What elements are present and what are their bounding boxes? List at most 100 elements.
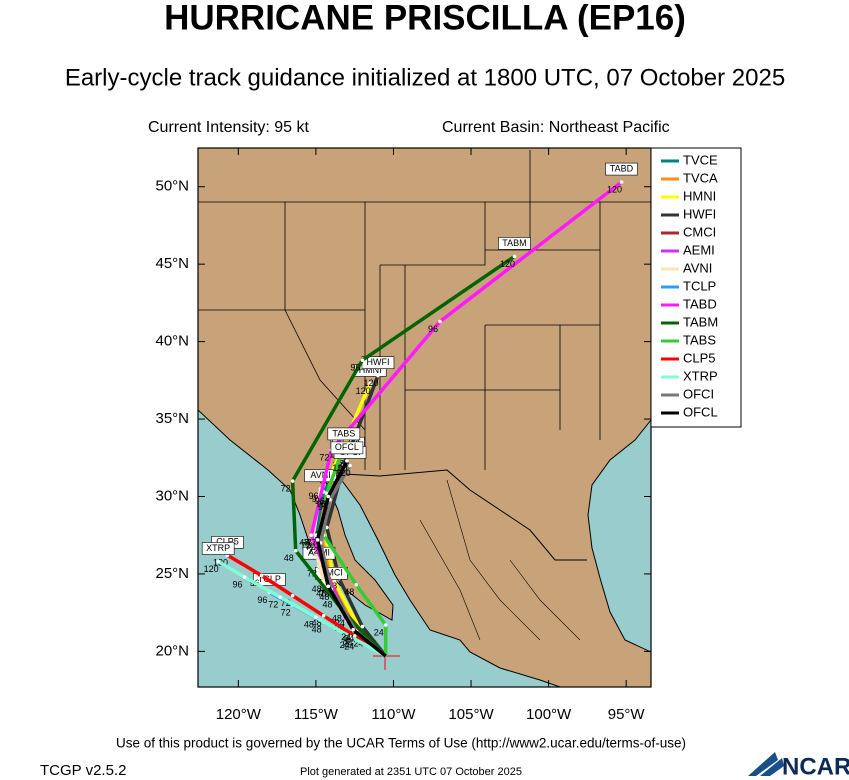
title: HURRICANE PRISCILLA (EP16) xyxy=(164,0,686,37)
x-tick-label: 95°W xyxy=(608,706,646,723)
hour-label: 96 xyxy=(312,494,322,504)
track-end-box xyxy=(605,162,638,176)
hour-label: 120 xyxy=(356,386,371,396)
hour-label: 96 xyxy=(315,496,325,506)
x-tick-label: 110°W xyxy=(371,706,416,723)
track-point xyxy=(309,533,314,538)
track-point xyxy=(512,254,517,259)
track-point xyxy=(345,459,349,463)
legend-label: AEMI xyxy=(683,242,715,257)
hour-label: 48 xyxy=(304,620,314,630)
track-point xyxy=(376,373,380,378)
legend-label: OFCI xyxy=(683,386,714,401)
track-point xyxy=(349,635,354,640)
track-point xyxy=(315,538,320,542)
hour-label: 72 xyxy=(268,600,278,610)
track-point xyxy=(293,548,298,553)
hour-label: 48 xyxy=(316,589,326,599)
hour-label: 48 xyxy=(312,584,322,594)
hour-label: 120 xyxy=(332,460,347,470)
track xyxy=(217,559,387,658)
y-tick-label: 35°N xyxy=(155,410,189,427)
legend-label: CMCI xyxy=(683,224,716,239)
basin: Current Basin: Northeast Pacific xyxy=(442,119,670,136)
hour-label: 72 xyxy=(281,607,291,617)
x-tick-label: 120°W xyxy=(216,706,262,723)
hour-label: 24 xyxy=(350,629,360,639)
hour-label: 48 xyxy=(344,587,354,597)
track-point xyxy=(242,575,247,579)
logo: NCAR xyxy=(782,753,849,780)
hour-label: 96 xyxy=(233,579,243,589)
hour-label: 120 xyxy=(336,468,351,478)
hour-label: 72 xyxy=(309,545,319,555)
track xyxy=(290,254,516,658)
hour-label: 96 xyxy=(428,324,438,334)
track xyxy=(321,446,388,656)
track-end-label: TABM xyxy=(502,238,526,248)
track-point xyxy=(360,624,365,629)
track-point xyxy=(321,613,326,618)
track-end-box xyxy=(330,441,364,455)
track-point xyxy=(326,494,331,499)
x-tick-label: 100°W xyxy=(526,706,572,723)
hour-label: 24 xyxy=(344,641,354,651)
track xyxy=(315,460,387,658)
hour-label: 72 xyxy=(301,541,311,551)
pacific-ocean xyxy=(198,409,561,687)
generated: Plot generated at 2351 UTC 07 October 20… xyxy=(300,766,522,778)
hour-label: 120 xyxy=(500,259,515,269)
track-end-box xyxy=(327,427,361,441)
hour-label: 96 xyxy=(318,502,328,512)
legend-label: TVCE xyxy=(683,152,718,167)
y-tick-label: 50°N xyxy=(155,178,189,195)
track-end-label: HMNI xyxy=(359,365,382,375)
y-tick-label: 20°N xyxy=(155,642,189,659)
hour-label: 72 xyxy=(312,530,322,540)
track-point xyxy=(351,627,355,632)
track-point xyxy=(332,579,337,584)
track-end-label: TABS xyxy=(332,428,355,438)
version: TCGP v2.5.2 xyxy=(40,762,126,779)
hour-label: 24 xyxy=(344,634,354,644)
legend-label: TABM xyxy=(683,314,718,329)
hour-label: 72 xyxy=(307,538,317,548)
legend-label: CLP5 xyxy=(683,350,716,365)
hour-label: 48 xyxy=(299,538,309,548)
y-tick-label: 25°N xyxy=(155,565,189,582)
intensity: Current Intensity: 95 kt xyxy=(148,119,310,136)
track-end-label: OFCL xyxy=(335,442,359,452)
terms: Use of this product is governed by the U… xyxy=(116,736,686,751)
y-tick-label: 45°N xyxy=(155,255,189,272)
hour-label: 48 xyxy=(312,618,322,628)
hour-label: 48 xyxy=(284,553,294,563)
hour-label: 24 xyxy=(335,618,345,628)
track-point xyxy=(314,615,318,620)
track-point xyxy=(278,595,283,599)
hour-label: 96 xyxy=(257,595,267,605)
track-point xyxy=(326,584,331,589)
hour-label: 96 xyxy=(350,363,360,373)
legend-label: TABD xyxy=(683,296,717,311)
hour-label: 120 xyxy=(363,378,378,388)
track-end-label: CLP5 xyxy=(216,537,239,547)
hour-label: 96 xyxy=(316,499,326,509)
x-tick-label: 105°W xyxy=(448,706,494,723)
legend-label: OFCL xyxy=(683,404,718,419)
track-point xyxy=(216,559,220,564)
track-point xyxy=(438,319,442,324)
track-end-label: HWFI xyxy=(366,357,389,367)
track xyxy=(226,553,387,658)
hour-label: 96 xyxy=(309,491,319,501)
hour-label: 24 xyxy=(343,638,353,648)
track-end-box xyxy=(304,469,337,483)
subtitle: Early-cycle track guidance initialized a… xyxy=(65,64,785,91)
hour-label: 48 xyxy=(319,592,329,602)
hour-label: 72 xyxy=(305,542,315,552)
hour-label: 72 xyxy=(281,483,291,493)
hour-label: 48 xyxy=(312,624,322,634)
legend-label: TCLP xyxy=(683,278,716,293)
hour-label: 120 xyxy=(204,564,219,574)
y-tick-label: 40°N xyxy=(155,333,189,350)
hour-label: 24 xyxy=(354,638,364,648)
